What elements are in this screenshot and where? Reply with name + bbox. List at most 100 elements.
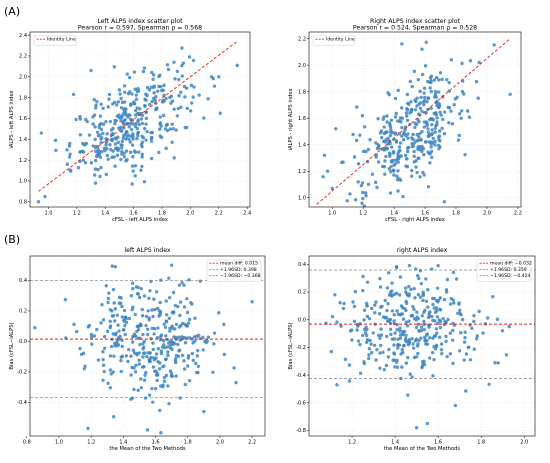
data-point — [466, 345, 471, 350]
data-point — [69, 169, 73, 173]
data-point — [412, 69, 417, 74]
data-point — [395, 365, 400, 369]
data-point — [437, 129, 442, 133]
axes-frame — [308, 255, 536, 437]
data-point — [183, 95, 187, 99]
data-point — [416, 77, 420, 82]
data-point — [176, 342, 180, 347]
data-point — [120, 139, 125, 144]
data-point — [383, 146, 387, 150]
chart-title: left ALPS index — [124, 247, 171, 254]
data-point — [396, 337, 400, 341]
data-point — [385, 334, 389, 339]
data-point — [349, 328, 354, 332]
data-point — [403, 286, 408, 290]
data-point — [374, 141, 378, 145]
data-point — [366, 147, 371, 152]
data-point — [150, 308, 154, 312]
x-tick-label: 1.8 — [184, 440, 192, 446]
data-point — [420, 47, 424, 51]
data-point — [417, 338, 421, 343]
data-point — [104, 119, 108, 124]
data-point — [351, 300, 355, 304]
data-point — [78, 114, 82, 119]
data-point — [422, 103, 426, 107]
data-point — [434, 306, 439, 310]
data-point — [212, 331, 217, 335]
data-point — [142, 365, 146, 369]
data-point — [132, 100, 136, 104]
data-point — [94, 103, 98, 108]
data-point — [170, 374, 175, 378]
data-point — [162, 93, 166, 98]
data-point — [80, 149, 85, 153]
data-point — [122, 155, 127, 159]
y-tick-label: -0.2 — [17, 370, 27, 376]
y-tick-label: -0.8 — [296, 428, 306, 434]
data-point — [373, 180, 378, 185]
data-point — [398, 141, 403, 145]
x-tick-label: 2.0 — [216, 440, 224, 446]
data-point — [65, 148, 69, 152]
data-point — [119, 358, 123, 363]
data-point — [468, 358, 473, 362]
data-point — [434, 327, 439, 331]
y-tick-label: 0.4 — [19, 278, 27, 284]
data-point — [94, 149, 98, 154]
data-point — [120, 149, 124, 154]
data-point — [167, 276, 171, 280]
data-point — [402, 131, 406, 135]
data-point — [426, 185, 431, 189]
data-point — [134, 285, 139, 289]
data-point — [432, 357, 436, 362]
data-point — [191, 58, 196, 63]
data-point — [393, 365, 397, 369]
data-point — [99, 165, 103, 170]
data-point — [142, 378, 147, 382]
data-point — [182, 367, 187, 371]
data-point — [101, 131, 105, 136]
data-point — [124, 149, 129, 153]
data-point — [140, 307, 144, 312]
data-point — [404, 333, 408, 338]
x-tick-label: 1.2 — [348, 440, 356, 446]
data-point — [141, 332, 145, 337]
data-point — [439, 348, 444, 352]
data-point — [426, 150, 430, 154]
data-point — [162, 322, 166, 326]
data-point — [437, 134, 442, 138]
data-point — [360, 181, 365, 185]
data-point — [149, 156, 154, 161]
data-point — [93, 125, 97, 129]
data-point — [453, 403, 458, 408]
y-tick-label: 2.2 — [19, 54, 27, 60]
x-tick-label: 2.2 — [248, 440, 256, 446]
data-point — [204, 340, 208, 345]
data-point — [78, 133, 83, 137]
data-point — [433, 319, 437, 323]
data-point — [493, 361, 497, 365]
data-point — [390, 281, 394, 285]
data-point — [373, 303, 377, 307]
plot-content — [316, 38, 512, 207]
data-point — [405, 146, 410, 150]
data-point — [430, 128, 434, 132]
data-point — [418, 175, 422, 179]
data-point — [154, 290, 159, 294]
data-point — [421, 362, 425, 366]
data-point — [406, 136, 410, 140]
data-point — [120, 143, 124, 147]
data-point — [414, 99, 418, 104]
data-point — [335, 320, 339, 324]
data-point — [362, 327, 367, 332]
y-tick-label: 1.6 — [19, 116, 27, 122]
data-point — [396, 151, 400, 156]
data-point — [110, 314, 115, 318]
data-point — [429, 89, 433, 94]
data-point — [82, 367, 87, 371]
data-point — [166, 67, 171, 72]
data-point — [362, 125, 367, 129]
data-point — [442, 297, 447, 302]
data-point — [385, 114, 389, 118]
data-point — [415, 170, 419, 175]
